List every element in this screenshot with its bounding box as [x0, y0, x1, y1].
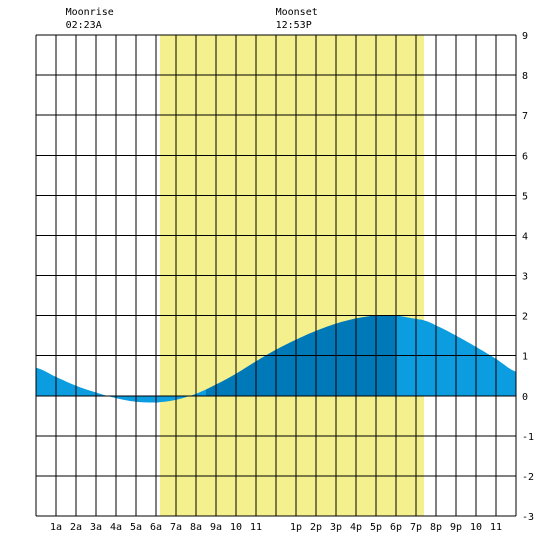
moonset-time: 12:53P	[276, 20, 312, 31]
x-tick-label: 3a	[90, 522, 102, 533]
x-tick-label: 6a	[150, 522, 162, 533]
y-tick-label: -2	[522, 472, 534, 483]
y-tick-label: 5	[522, 191, 528, 202]
x-tick-label: 4p	[350, 522, 362, 533]
y-tick-label: -1	[522, 432, 534, 443]
moonrise-time: 02:23A	[66, 20, 102, 31]
y-tick-label: 2	[522, 312, 528, 323]
x-tick-label: 5a	[130, 522, 142, 533]
x-tick-label: 8p	[430, 522, 442, 533]
x-tick-label: 9p	[450, 522, 462, 533]
x-tick-label: 10	[230, 522, 242, 533]
x-tick-label: 8a	[190, 522, 202, 533]
x-tick-label: 1p	[290, 522, 302, 533]
y-tick-label: 1	[522, 352, 528, 363]
x-tick-label: 2a	[70, 522, 82, 533]
x-tick-label: 2p	[310, 522, 322, 533]
x-tick-label: 5p	[370, 522, 382, 533]
x-tick-label: 7p	[410, 522, 422, 533]
y-tick-label: 3	[522, 272, 528, 283]
moonrise-label: Moonrise	[66, 7, 114, 18]
y-tick-label: 9	[522, 31, 528, 42]
x-tick-label: 4a	[110, 522, 122, 533]
x-tick-label: 6p	[390, 522, 402, 533]
y-tick-label: -3	[522, 512, 534, 523]
y-tick-label: 0	[522, 392, 528, 403]
x-tick-label: 11	[250, 522, 262, 533]
x-tick-label: 10	[470, 522, 482, 533]
x-tick-label: 7a	[170, 522, 182, 533]
y-tick-label: 4	[522, 231, 528, 242]
y-tick-label: 7	[522, 111, 528, 122]
moonset-label: Moonset	[276, 7, 318, 18]
x-tick-label: 9a	[210, 522, 222, 533]
x-tick-label: 1a	[50, 522, 62, 533]
y-tick-label: 8	[522, 71, 528, 82]
x-tick-label: 3p	[330, 522, 342, 533]
y-tick-label: 6	[522, 151, 528, 162]
x-tick-label: 11	[490, 522, 502, 533]
tide-area-segment-0	[36, 367, 160, 403]
